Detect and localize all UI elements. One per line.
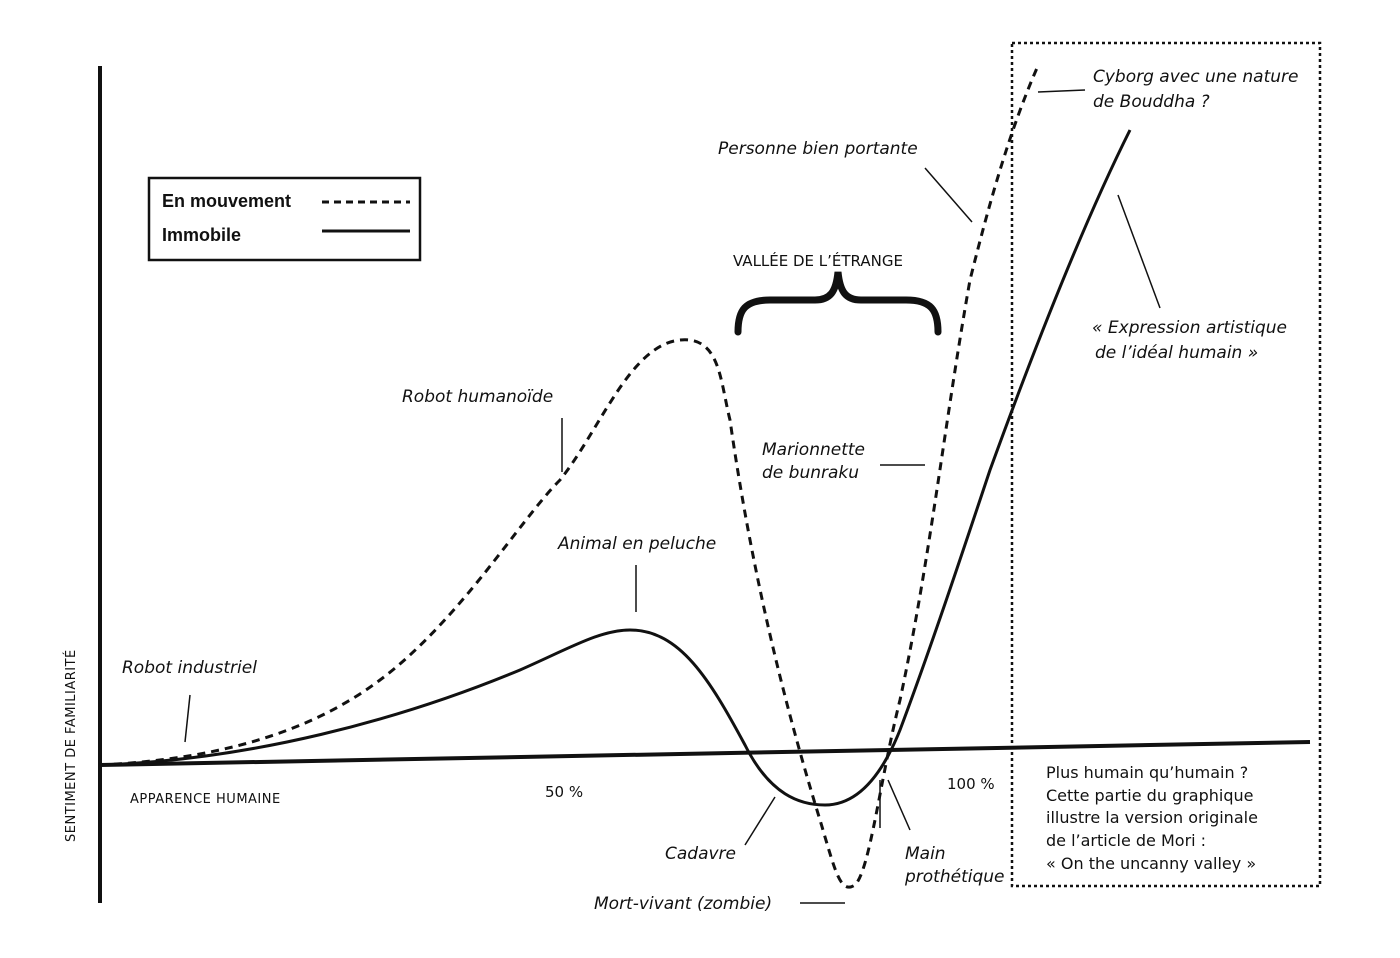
pointer-cyborg xyxy=(1037,89,1086,93)
legend-moving-label: En mouvement xyxy=(162,191,291,211)
valley-brace xyxy=(734,271,942,336)
legend-still-label: Immobile xyxy=(162,225,241,245)
label-cadavre: Cadavre xyxy=(665,844,736,864)
pointer-robot-industriel xyxy=(184,694,191,743)
still-curve xyxy=(99,129,1132,807)
label-robot-humanoide: Robot humanoïde xyxy=(402,387,553,407)
pointer-personne xyxy=(924,167,973,223)
x-axis-label: APPARENCE HUMAINE xyxy=(130,792,281,807)
label-main-line1: Main xyxy=(905,844,946,864)
label-animal-peluche: Animal en peluche xyxy=(557,534,716,554)
tick-100-label: 100 % xyxy=(947,775,995,793)
note-line3: illustre la version originale xyxy=(1046,808,1258,827)
label-expression-line1: « Expression artistique xyxy=(1092,318,1287,338)
label-cyborg-line1: Cyborg avec une nature xyxy=(1093,67,1299,87)
x-axis xyxy=(99,740,1311,767)
label-main-line2: prothétique xyxy=(904,867,1005,887)
note-line1: Plus humain qu’humain ? xyxy=(1046,763,1248,782)
label-expression-line2: de l’idéal humain » xyxy=(1095,343,1258,363)
legend: En mouvement Immobile xyxy=(147,176,422,262)
note-line2: Cette partie du graphique xyxy=(1046,786,1253,805)
tick-50-label: 50 % xyxy=(545,783,583,801)
label-personne: Personne bien portante xyxy=(718,139,918,159)
pointer-cadavre xyxy=(744,796,776,846)
valley-label: VALLÉE DE L’ÉTRANGE xyxy=(733,251,903,270)
beyond-human-box xyxy=(1010,41,1322,888)
legend-box xyxy=(147,176,422,262)
y-axis-label: SENTIMENT DE FAMILIARITÉ xyxy=(63,649,79,842)
label-cyborg-line2: de Bouddha ? xyxy=(1093,92,1210,112)
pointer-expression xyxy=(1117,194,1161,309)
note-line4: de l’article de Mori : xyxy=(1046,831,1206,850)
label-marionnette-line2: de bunraku xyxy=(762,463,859,483)
label-zombie: Mort-vivant (zombie) xyxy=(594,894,772,914)
note-line5: « On the uncanny valley » xyxy=(1046,854,1256,873)
beyond-human-note: Plus humain qu’humain ? Cette partie du … xyxy=(1046,763,1258,873)
pointer-main-1 xyxy=(887,779,911,831)
label-robot-industriel: Robot industriel xyxy=(122,658,257,678)
label-marionnette-line1: Marionnette xyxy=(762,440,865,460)
